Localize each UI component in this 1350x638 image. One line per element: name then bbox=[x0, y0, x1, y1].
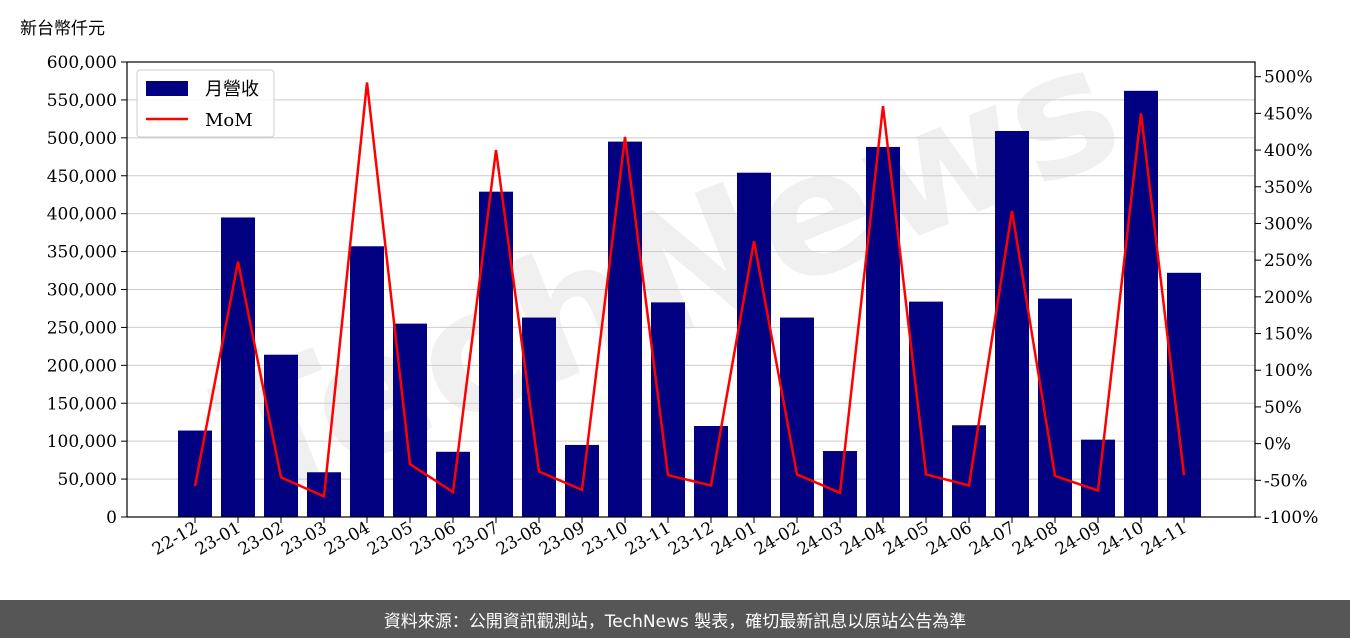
y-right-tick-label: 500% bbox=[1264, 68, 1313, 88]
legend-bar-swatch bbox=[146, 81, 188, 96]
x-tick-label: 23-11 bbox=[622, 518, 674, 560]
x-tick-label: 24-01 bbox=[708, 518, 760, 560]
unit-label: 新台幣仟元 bbox=[20, 19, 105, 39]
revenue-bar bbox=[1081, 439, 1115, 517]
mom-polyline bbox=[193, 82, 1186, 499]
y-right-tick-label: 150% bbox=[1264, 325, 1313, 345]
y-left-tick-label: 100,000 bbox=[47, 432, 117, 452]
revenue-bar bbox=[780, 317, 814, 517]
x-tick-label: 24-11 bbox=[1138, 518, 1190, 560]
x-tick-label: 23-01 bbox=[192, 518, 244, 560]
x-tick-label: 23-07 bbox=[450, 518, 502, 560]
revenue-chart: TechNews 050,000100,000150,000200,000250… bbox=[47, 5, 1319, 560]
x-tick-label: 24-05 bbox=[880, 518, 932, 560]
y-left-tick-label: 50,000 bbox=[58, 470, 117, 490]
y-left-tick-label: 150,000 bbox=[47, 394, 117, 414]
revenue-bar bbox=[909, 301, 943, 517]
revenue-bar bbox=[608, 141, 642, 517]
y-right-tick-label: 50% bbox=[1264, 398, 1302, 418]
y-right-tick-label: 0% bbox=[1264, 435, 1291, 455]
revenue-bar bbox=[737, 172, 771, 517]
y-left-tick-label: 400,000 bbox=[47, 205, 117, 225]
x-tick-label: 22-12 bbox=[149, 518, 201, 560]
x-tick-label: 24-10 bbox=[1095, 518, 1147, 560]
y-left-tick-label: 600,000 bbox=[47, 53, 117, 73]
plot-frame bbox=[126, 61, 1256, 518]
revenue-bar bbox=[178, 430, 212, 517]
mom-line bbox=[193, 82, 1186, 499]
y-left-tick-label: 550,000 bbox=[47, 91, 117, 111]
source-footer: 資料來源：公開資訊觀測站，TechNews 製表，確切最新訊息以原站公告為準 bbox=[0, 600, 1350, 638]
revenue-bar bbox=[264, 354, 298, 517]
revenue-bar bbox=[522, 317, 556, 517]
y-right-tick-label: 450% bbox=[1264, 104, 1313, 124]
revenue-bar bbox=[651, 302, 685, 517]
x-tick-label: 24-09 bbox=[1052, 518, 1104, 560]
y-right-tick-label: 400% bbox=[1264, 141, 1313, 161]
y-left-tick-label: 450,000 bbox=[47, 167, 117, 187]
legend: 月營收 MoM bbox=[136, 69, 275, 138]
revenue-bar bbox=[350, 246, 384, 517]
legend-revenue-label: 月營收 bbox=[205, 79, 259, 100]
y-right-tick-label: 100% bbox=[1264, 361, 1313, 381]
revenue-bar bbox=[1167, 272, 1201, 517]
y-left-tick-label: 300,000 bbox=[47, 281, 117, 301]
revenue-bar bbox=[694, 426, 728, 517]
y-right-tick-label: -50% bbox=[1264, 471, 1308, 491]
x-tick-label: 23-09 bbox=[536, 518, 588, 560]
x-tick-label: 24-07 bbox=[966, 518, 1018, 560]
x-tick-label: 23-08 bbox=[493, 518, 545, 560]
x-tick-label: 24-02 bbox=[751, 518, 803, 560]
revenue-bar bbox=[952, 425, 986, 517]
x-tick-label: 23-10 bbox=[579, 518, 631, 560]
x-tick-label: 24-03 bbox=[794, 518, 846, 560]
x-tick-label: 23-04 bbox=[321, 518, 373, 560]
revenue-bar bbox=[995, 131, 1029, 517]
y-left-tick-label: 500,000 bbox=[47, 129, 117, 149]
x-tick-label: 23-12 bbox=[665, 518, 717, 560]
y-right-tick-label: -100% bbox=[1264, 508, 1318, 528]
x-tick-label: 23-06 bbox=[407, 518, 459, 560]
revenue-bar bbox=[1124, 90, 1158, 518]
y-left-tick-label: 350,000 bbox=[47, 243, 117, 263]
y-left-tick-label: 250,000 bbox=[47, 318, 117, 338]
y-left-tick-label: 200,000 bbox=[47, 356, 117, 376]
y-right-tick-label: 300% bbox=[1264, 214, 1313, 234]
x-tick-label: 24-06 bbox=[923, 518, 975, 560]
x-tick-label: 24-04 bbox=[837, 518, 889, 560]
x-tick-label: 23-05 bbox=[364, 518, 416, 560]
y-right-tick-label: 250% bbox=[1264, 251, 1313, 271]
y-right-tick-label: 350% bbox=[1264, 178, 1313, 198]
legend-mom-label: MoM bbox=[205, 110, 253, 131]
x-tick-label: 24-08 bbox=[1009, 518, 1061, 560]
y-right-tick-label: 200% bbox=[1264, 288, 1313, 308]
y-left-tick-label: 0 bbox=[106, 508, 117, 528]
